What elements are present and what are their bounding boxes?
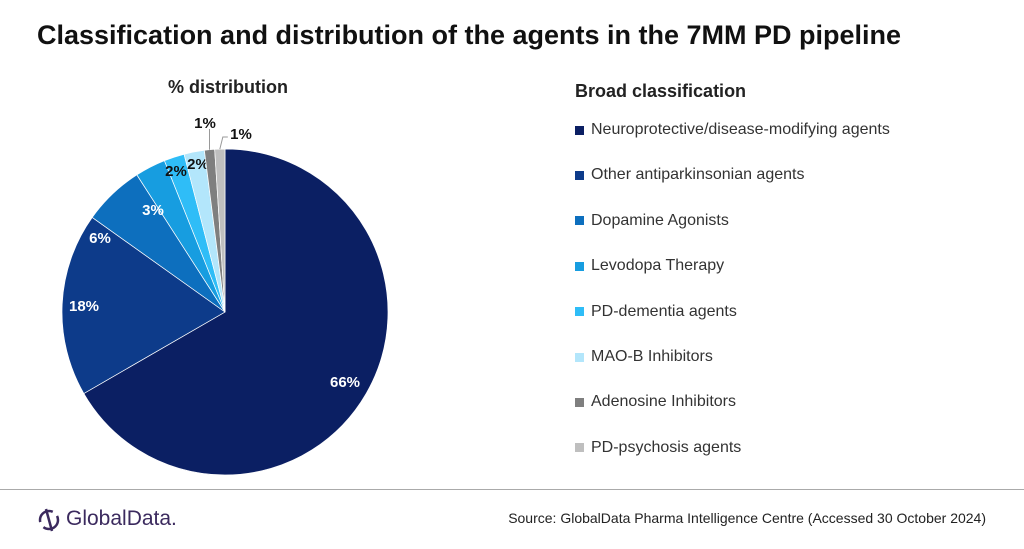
legend-label: PD-psychosis agents [591,438,742,456]
legend-label: PD-dementia agents [591,302,737,320]
source-note: Source: GlobalData Pharma Intelligence C… [508,510,986,526]
globaldata-logo-icon [38,508,60,532]
chart-title: Classification and distribution of the a… [37,20,902,50]
legend-item: Adenosine Inhibitors [575,393,736,411]
globaldata-logo: GlobalData. [36,505,177,533]
data-label-1: 18% [69,298,99,315]
pie-slice-1 [61,216,226,394]
legend-item: PD-psychosis agents [575,439,741,457]
data-label-0: 66% [330,374,360,391]
legend-label: Adenosine Inhibitors [591,393,736,411]
legend-label: Dopamine Agonists [591,211,729,229]
legend-item: Other antiparkinsonian agents [575,166,804,184]
data-label-4: 2% [165,163,187,180]
legend-swatch [575,216,584,226]
legend-swatch [575,352,584,362]
leader-line-7 [219,136,228,150]
legend-swatch [575,397,584,407]
data-label-7: 1% [230,126,252,143]
logo-text: GlobalData. [66,507,177,530]
data-label-3: 3% [142,202,164,219]
legend-item: MAO-B Inhibitors [575,348,713,366]
legend-swatch [575,125,584,135]
legend-title: Broad classification [575,81,747,101]
data-label-5: 2% [187,156,209,173]
legend-swatch [575,170,584,180]
data-label-2: 6% [89,230,111,247]
data-label-6: 1% [194,115,216,132]
legend-swatch [575,307,584,317]
pie-title: % distribution [168,77,288,97]
legend-item: PD-dementia agents [575,303,737,321]
legend-label: Levodopa Therapy [591,257,725,275]
legend-label: Neuroprotective/disease-modifying agents [591,121,890,138]
legend-item: Dopamine Agonists [575,212,729,230]
legend-label: Other antiparkinsonian agents [591,166,805,184]
legend-swatch [575,261,584,271]
legend-item: Neuroprotective/disease-modifying agents [575,121,890,139]
divider [0,489,1024,490]
pie-slice-0 [83,148,389,476]
legend-item: Levodopa Therapy [575,257,724,275]
legend-label: MAO-B Inhibitors [591,348,713,365]
legend-swatch [575,443,584,453]
